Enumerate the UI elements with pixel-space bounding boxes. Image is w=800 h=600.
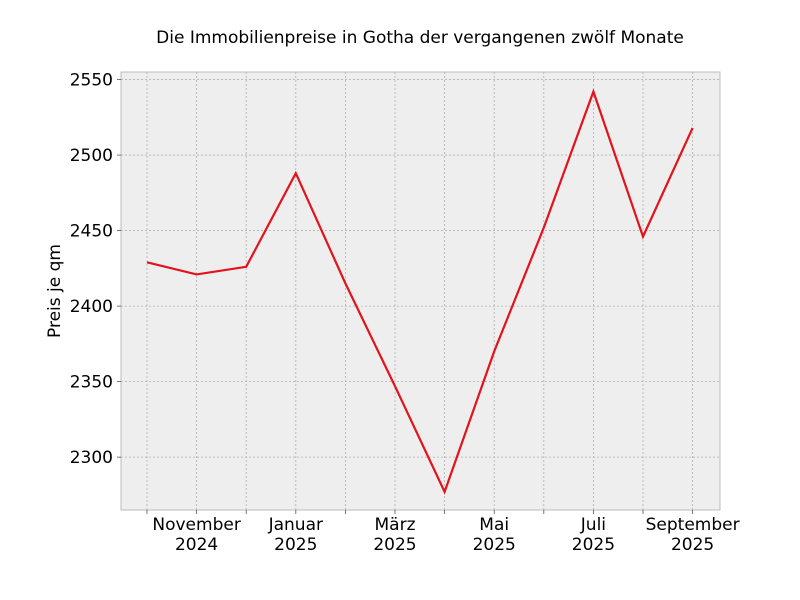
- x-tick-label: Januar 2025: [268, 515, 323, 555]
- series-line: [146, 88, 694, 495]
- x-tick-label: Juli 2025: [572, 515, 615, 555]
- axis-ticks: 2300 2350 2400 2450 2500 2550 November 2024 Janu…: [70, 71, 740, 555]
- x-tick-label: März 2025: [373, 515, 416, 555]
- y-tick-label: 2450: [70, 222, 113, 242]
- grid-lines: [121, 72, 720, 510]
- x-tick-label: September 2025: [646, 515, 740, 555]
- y-axis-label: Preis je qm: [45, 244, 65, 338]
- plot-area: [120, 71, 721, 511]
- y-tick-label: 2300: [70, 448, 113, 468]
- y-tick-label: 2500: [70, 146, 113, 166]
- series-group: [146, 88, 694, 495]
- x-tick-label: November 2024: [152, 515, 240, 555]
- y-tick-label: 2350: [70, 373, 113, 393]
- chart-title: Die Immobilienpreise in Gotha der vergan…: [156, 28, 684, 48]
- x-tick-label: Mai 2025: [473, 515, 516, 555]
- y-tick-label: 2550: [70, 71, 113, 91]
- y-tick-label: 2400: [70, 297, 113, 317]
